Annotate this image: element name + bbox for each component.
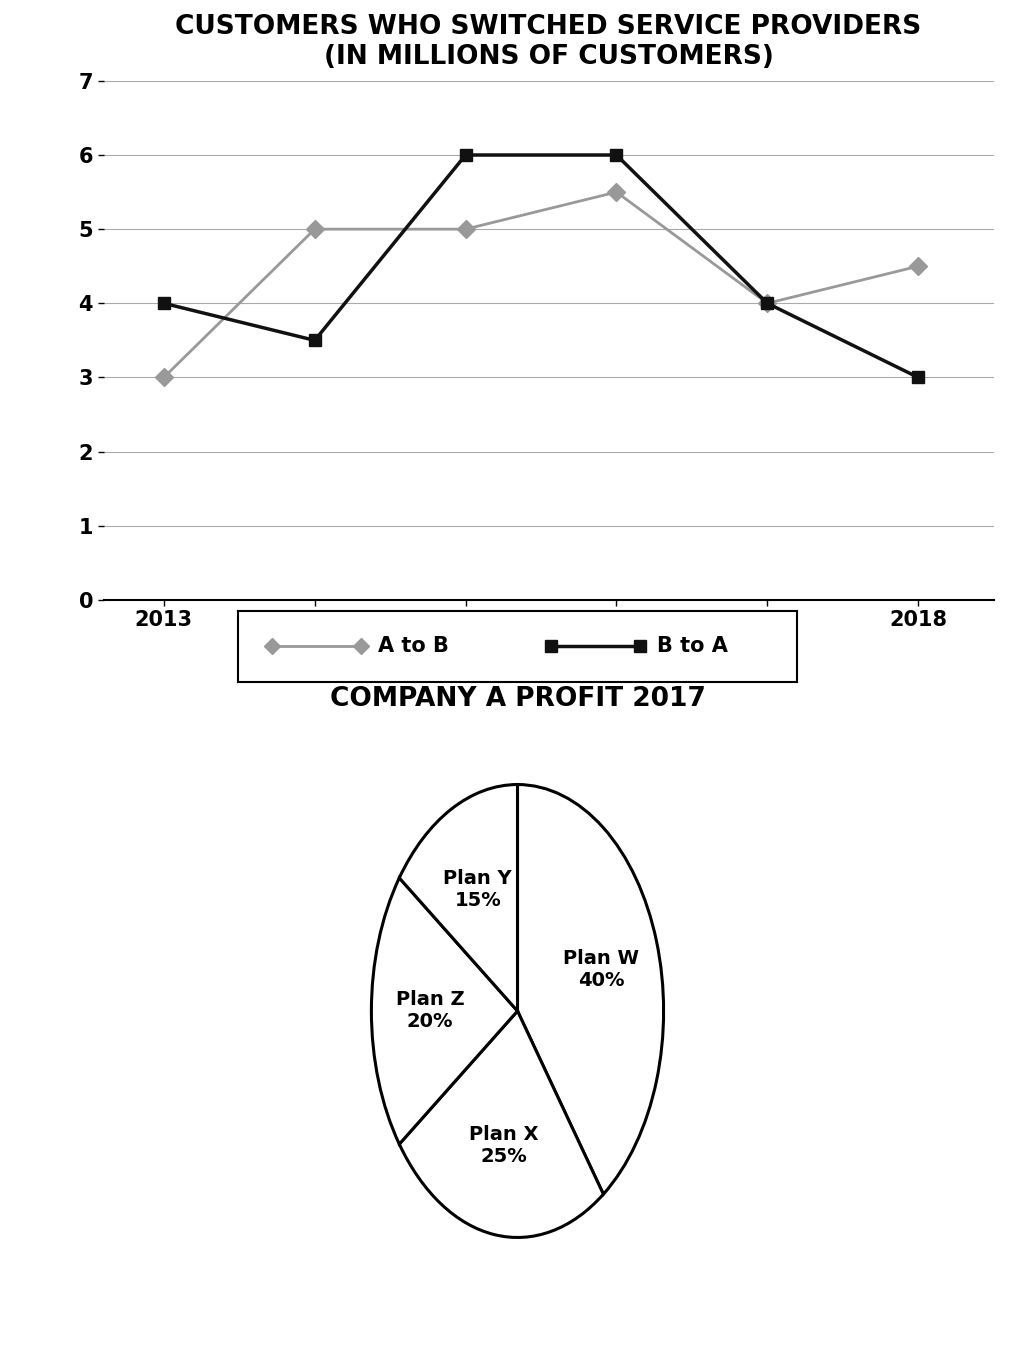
Text: Plan W
40%: Plan W 40%: [563, 949, 639, 989]
Wedge shape: [518, 785, 663, 1194]
Text: A to B: A to B: [378, 636, 448, 656]
Wedge shape: [372, 878, 518, 1144]
Title: CUSTOMERS WHO SWITCHED SERVICE PROVIDERS
(IN MILLIONS OF CUSTOMERS): CUSTOMERS WHO SWITCHED SERVICE PROVIDERS…: [175, 15, 922, 70]
Title: COMPANY A PROFIT 2017: COMPANY A PROFIT 2017: [329, 686, 706, 712]
Text: Plan X
25%: Plan X 25%: [469, 1124, 538, 1166]
Wedge shape: [400, 785, 518, 1011]
Text: B to A: B to A: [657, 636, 728, 656]
Text: Plan Y
15%: Plan Y 15%: [443, 869, 512, 910]
Wedge shape: [400, 1011, 603, 1237]
Text: Plan Z
20%: Plan Z 20%: [395, 991, 464, 1031]
